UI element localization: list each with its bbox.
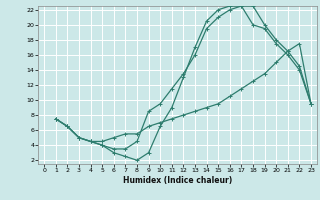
X-axis label: Humidex (Indice chaleur): Humidex (Indice chaleur) [123, 176, 232, 185]
